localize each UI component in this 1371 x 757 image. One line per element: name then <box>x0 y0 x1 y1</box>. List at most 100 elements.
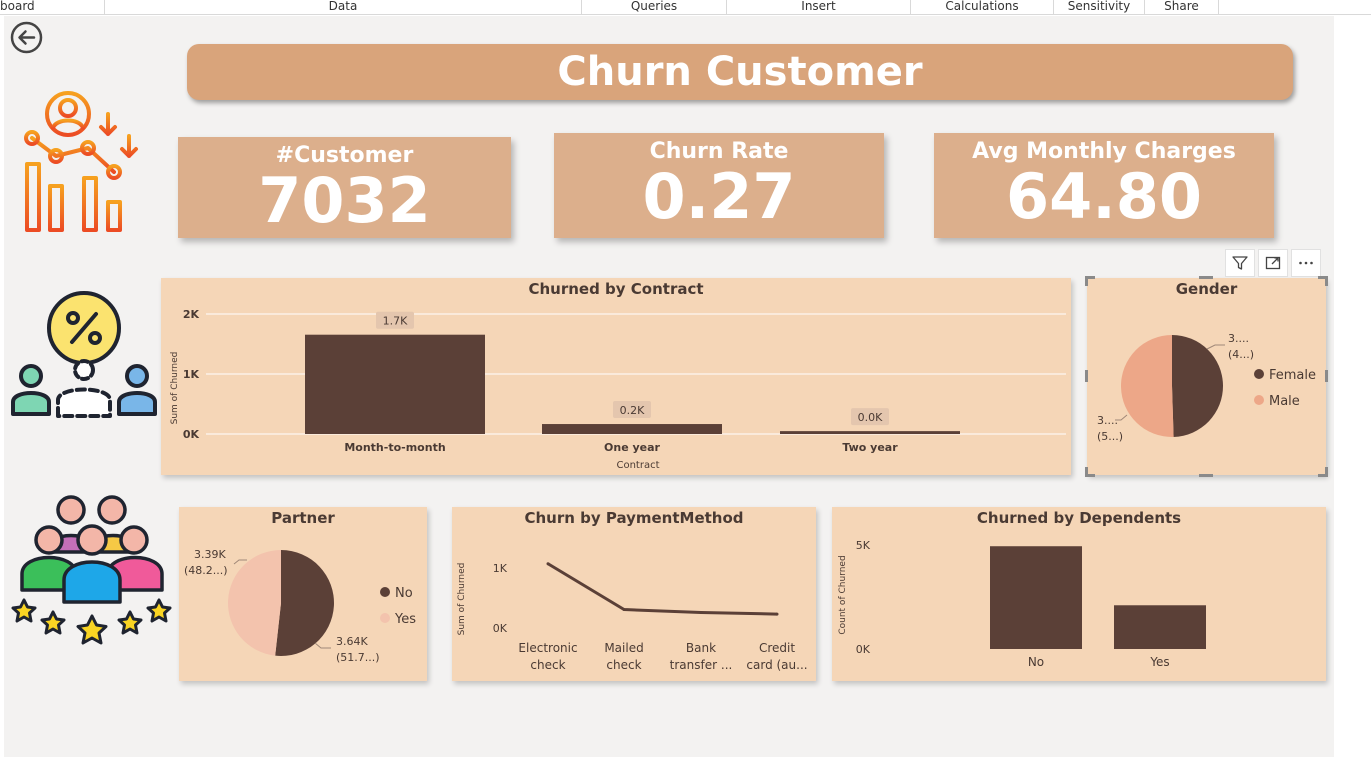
dependents-bar-plot: Count of Churned 5K 0K No Yes <box>838 539 1206 669</box>
resize-handle[interactable] <box>1199 276 1213 279</box>
legend-label[interactable]: Female <box>1269 368 1316 383</box>
bar[interactable] <box>1114 605 1206 649</box>
legend-label[interactable]: Male <box>1269 394 1300 409</box>
gender-pie-plot: 3.... (4...) 3.... (5...) Female Male <box>1097 332 1316 443</box>
resize-handle[interactable] <box>1318 276 1328 286</box>
data-label-no-value: 3.64K <box>336 635 368 648</box>
ribbon: board Data Queries Insert Calculations S… <box>0 0 1371 15</box>
x-axis-label: Contract <box>616 460 659 471</box>
legend-marker <box>1254 369 1264 379</box>
chart-title: Churn by PaymentMethod <box>524 509 744 527</box>
legend-label[interactable]: Yes <box>394 612 416 627</box>
y-axis-label: Sum of Churned <box>170 352 180 425</box>
y-tick-label: 0K <box>856 643 871 656</box>
resize-handle[interactable] <box>1085 467 1095 477</box>
y-tick-label: 2K <box>183 308 200 321</box>
analytics-chart-icon <box>24 91 138 232</box>
x-tick-label: check <box>530 658 565 672</box>
contract-bar-plot: Sum of Churned Contract 2K 1K 0K 1.7K Month… <box>170 308 1066 471</box>
data-point[interactable] <box>622 608 626 612</box>
more-options-icon[interactable] <box>1291 249 1321 277</box>
x-tick-label: Electronic <box>518 641 577 655</box>
resize-handle[interactable] <box>1085 370 1088 382</box>
bar[interactable] <box>780 431 960 434</box>
back-arrow-icon[interactable] <box>10 21 43 54</box>
kpi-label: Avg Monthly Charges <box>972 139 1236 164</box>
bar[interactable] <box>990 546 1082 649</box>
x-tick-label: Credit <box>759 641 795 655</box>
chart-title: Churned by Contract <box>528 280 704 298</box>
y-tick-label: 0K <box>493 622 508 635</box>
data-label-female-percent: (4...) <box>1228 348 1254 361</box>
bar[interactable] <box>542 424 722 434</box>
data-point[interactable] <box>546 562 550 566</box>
resize-handle[interactable] <box>1325 370 1328 382</box>
kpi-value: 7032 <box>258 164 431 237</box>
data-label-male-value: 3.... <box>1097 414 1118 427</box>
leader-line <box>1206 344 1225 350</box>
leader-line <box>1115 414 1128 421</box>
kpi-card-avg-monthly-charges: Avg Monthly Charges 64.80 <box>934 133 1274 238</box>
ribbon-tab-board[interactable]: board <box>0 0 105 14</box>
legend-label[interactable]: No <box>395 586 413 601</box>
filter-icon[interactable] <box>1225 249 1255 277</box>
leader-line <box>233 559 247 565</box>
data-label-yes-percent: (48.2...) <box>184 564 228 577</box>
kpi-label: #Customer <box>275 143 414 168</box>
churned-by-dependents-chart[interactable]: Churned by Dependents Count of Churned 5… <box>832 507 1326 681</box>
data-label: 0.2K <box>620 404 645 417</box>
x-tick-label: Yes <box>1149 655 1169 669</box>
pie-slice-yes[interactable] <box>227 550 281 656</box>
pie-slice-male[interactable] <box>1121 335 1174 437</box>
bar[interactable] <box>305 334 485 434</box>
data-label: 1.7K <box>383 315 408 328</box>
x-tick-label: Two year <box>842 441 898 454</box>
data-label-yes-value: 3.39K <box>194 548 226 561</box>
partner-pie-plot: 3.39K (48.2...) 3.64K (51.7...) No Yes <box>184 548 416 664</box>
percent-team-icon <box>11 291 157 418</box>
kpi-card-churn-rate: Churn Rate 0.27 <box>554 133 884 238</box>
legend-marker <box>380 587 390 597</box>
ribbon-tab-queries[interactable]: Queries <box>582 0 727 14</box>
resize-handle[interactable] <box>1318 467 1328 477</box>
ribbon-tab-share[interactable]: Share <box>1145 0 1219 14</box>
ribbon-tab-sensitivity[interactable]: Sensitivity <box>1054 0 1145 14</box>
chart-title: Churned by Dependents <box>976 509 1182 527</box>
x-tick-label: Month-to-month <box>344 441 445 454</box>
data-label-bg <box>851 408 889 426</box>
ribbon-tab-insert[interactable]: Insert <box>727 0 911 14</box>
data-point[interactable] <box>699 611 703 615</box>
right-pane <box>1334 16 1371 757</box>
data-label-bg <box>613 401 651 419</box>
chart-title: Gender <box>1175 280 1238 298</box>
data-label-no-percent: (51.7...) <box>336 651 380 664</box>
series-line[interactable] <box>547 562 778 616</box>
ribbon-tab-data[interactable]: Data <box>105 0 582 14</box>
leader-line <box>314 642 331 649</box>
kpi-label: Churn Rate <box>649 139 789 164</box>
y-axis-label: Sum of Churned <box>457 563 467 636</box>
y-tick-label: 1K <box>493 562 508 575</box>
data-label-female-value: 3.... <box>1228 332 1249 345</box>
y-tick-label: 5K <box>856 539 871 552</box>
partner-pie-chart[interactable]: Partner 3.39K (48.2...) 3.64K (51.7...) … <box>179 507 427 681</box>
data-label: 0.0K <box>858 411 883 424</box>
kpi-value: 0.27 <box>642 160 796 233</box>
y-tick-label: 1K <box>183 368 200 381</box>
pie-slice-female[interactable] <box>1172 335 1224 437</box>
churn-by-payment-method-chart[interactable]: Churn by PaymentMethod Sum of Churned 1K… <box>452 507 816 681</box>
x-tick-label: transfer ... <box>670 658 733 672</box>
gender-pie-chart[interactable]: Gender 3.... (4...) 3.... (5...) Female M… <box>1085 276 1328 477</box>
churned-by-contract-chart[interactable]: Churned by Contract Sum of Churned Contr… <box>161 278 1071 475</box>
customer-rating-icon <box>11 495 172 645</box>
legend-marker <box>380 613 390 623</box>
pie-slice-no[interactable] <box>275 550 334 656</box>
kpi-card-customer: #Customer 7032 <box>178 137 511 238</box>
data-point[interactable] <box>775 612 779 616</box>
resize-handle[interactable] <box>1085 276 1095 286</box>
y-tick-label: 0K <box>183 428 200 441</box>
x-tick-label: card (au... <box>746 658 807 672</box>
focus-mode-icon[interactable] <box>1258 249 1288 277</box>
resize-handle[interactable] <box>1199 474 1213 477</box>
ribbon-tab-calculations[interactable]: Calculations <box>911 0 1054 14</box>
